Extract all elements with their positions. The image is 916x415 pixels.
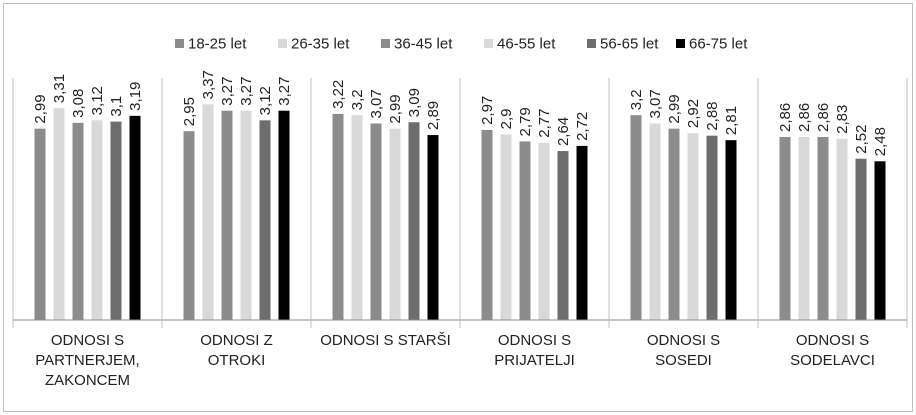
- legend-swatch-2: [278, 39, 287, 48]
- value-label-2-5: 3,12: [257, 86, 274, 115]
- bar-6-6: [874, 161, 886, 320]
- bar-5-4: [687, 133, 699, 320]
- bar-3-4: [389, 128, 401, 320]
- value-label-5-5: 2,88: [704, 101, 721, 130]
- bar-5-2: [649, 123, 661, 321]
- legend-label-3: 36-45 let: [394, 36, 453, 53]
- legend-label-1: 18-25 let: [188, 36, 247, 53]
- bar-4-3: [519, 141, 531, 320]
- legend-swatch-5: [587, 39, 596, 48]
- bar-2-3: [221, 110, 233, 320]
- chart-frame: [3, 3, 913, 412]
- legend-swatch-3: [381, 39, 390, 48]
- value-label-1-6: 3,19: [127, 82, 144, 111]
- value-label-2-4: 3,27: [238, 77, 255, 106]
- legend-swatch-6: [676, 39, 685, 48]
- category-label-2: ODNOSI Z OTROKI: [200, 332, 273, 369]
- legend-label-6: 66-75 let: [689, 36, 748, 53]
- bar-6-2: [798, 136, 810, 320]
- bar-2-2: [202, 104, 214, 320]
- bar-1-1: [34, 128, 46, 320]
- legend-swatch-4: [484, 39, 493, 48]
- bar-2-5: [259, 120, 271, 320]
- category-label-1: ODNOSI S PARTNERJEM, ZAKONCEM: [35, 332, 139, 389]
- value-label-2-6: 3,27: [276, 77, 293, 106]
- value-label-3-2: 3,2: [349, 89, 366, 110]
- bar-5-3: [668, 128, 680, 320]
- value-label-1-1: 2,99: [32, 94, 49, 123]
- legend: 18-25 let 26-35 let 36-45 let 46-55 let 56-6…: [175, 36, 748, 53]
- value-label-4-5: 2,64: [555, 117, 572, 146]
- value-label-4-4: 2,77: [536, 109, 553, 138]
- category-label-5: ODNOSI S SOSEDI: [647, 332, 720, 369]
- value-label-3-1: 3,22: [330, 80, 347, 109]
- bar-1-5: [110, 121, 122, 320]
- bar-2-6: [278, 110, 290, 320]
- bar-5-6: [725, 140, 737, 320]
- value-label-6-6: 2,48: [872, 127, 889, 156]
- value-label-2-3: 3,27: [219, 77, 236, 106]
- bar-1-4: [91, 120, 103, 320]
- value-label-2-1: 2,95: [181, 97, 198, 126]
- bar-6-3: [817, 136, 829, 320]
- bar-3-3: [370, 123, 382, 321]
- bar-2-1: [183, 131, 195, 320]
- value-label-1-3: 3,08: [70, 89, 87, 118]
- category-label-4: ODNOSI S PRIJATELJI: [494, 332, 575, 369]
- bar-1-2: [53, 108, 65, 320]
- bar-6-1: [779, 136, 791, 320]
- value-label-6-3: 2,86: [815, 103, 832, 132]
- bars: [34, 104, 886, 321]
- value-label-6-1: 2,86: [777, 103, 794, 132]
- bar-4-5: [557, 151, 569, 320]
- value-label-1-2: 3,31: [51, 74, 68, 103]
- value-label-3-3: 3,07: [368, 89, 385, 118]
- value-label-3-6: 2,89: [425, 101, 442, 130]
- bar-6-5: [855, 158, 867, 320]
- value-label-1-5: 3,1: [108, 96, 125, 117]
- value-label-4-3: 2,79: [517, 107, 534, 136]
- x-axis: [12, 78, 908, 328]
- bar-1-3: [72, 122, 84, 320]
- legend-swatch-1: [175, 39, 184, 48]
- value-label-1-4: 3,12: [89, 86, 106, 115]
- bar-4-1: [481, 129, 493, 320]
- value-label-2-2: 3,37: [200, 70, 217, 99]
- bar-4-4: [538, 142, 550, 320]
- value-label-5-3: 2,99: [666, 94, 683, 123]
- bar-6-4: [836, 138, 848, 320]
- bar-3-5: [408, 122, 420, 321]
- value-label-5-6: 2,81: [723, 106, 740, 135]
- bar-1-6: [129, 115, 141, 320]
- bar-3-1: [332, 113, 344, 320]
- value-label-6-4: 2,83: [834, 105, 851, 134]
- legend-label-5: 56-65 let: [600, 36, 659, 53]
- value-label-4-6: 2,72: [574, 112, 591, 141]
- bar-3-6: [427, 135, 439, 320]
- legend-label-4: 46-55 let: [497, 36, 556, 53]
- bar-2-4: [240, 110, 252, 320]
- value-labels: 2,993,313,08 3,12 3,1 3,192,953,37 3,27 3,27 3…: [32, 70, 889, 156]
- legend-label-2: 26-35 let: [291, 36, 350, 53]
- bar-5-1: [630, 115, 642, 320]
- value-label-3-4: 2,99: [387, 94, 404, 123]
- bar-4-2: [500, 134, 512, 320]
- bar-5-5: [706, 135, 718, 320]
- bar-4-6: [576, 145, 588, 320]
- category-label-3: ODNOSI S STARŠI: [320, 332, 451, 349]
- value-label-5-4: 2,92: [685, 99, 702, 128]
- category-label-6: ODNOSI S SODELAVCI: [790, 332, 875, 369]
- value-label-5-1: 3,2: [628, 89, 645, 110]
- value-label-6-2: 2,86: [796, 103, 813, 132]
- value-label-3-5: 3,09: [406, 88, 423, 117]
- value-label-4-1: 2,97: [479, 96, 496, 125]
- category-labels: ODNOSI S PARTNERJEM, ZAKONCEM ODNOSI Z OTROK…: [35, 332, 875, 389]
- value-label-5-2: 3,07: [647, 89, 664, 118]
- value-label-6-5: 2,52: [853, 125, 870, 154]
- value-label-4-2: 2,9: [498, 109, 515, 130]
- bar-3-2: [351, 115, 363, 320]
